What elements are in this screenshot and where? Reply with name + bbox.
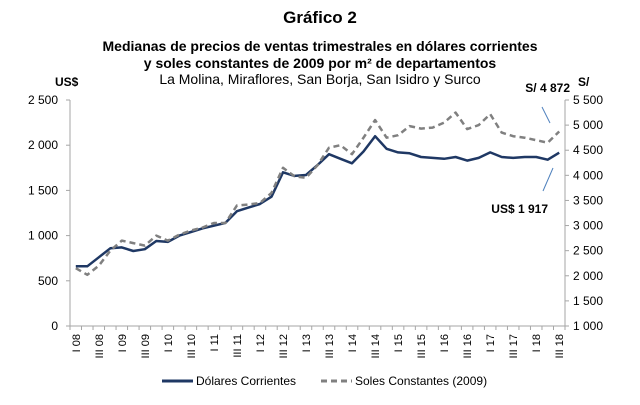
annotation-soles-last: S/ 4 872: [525, 81, 570, 95]
left-axis-tick-label: 500: [38, 274, 58, 288]
right-axis-tick-label: 2 500: [573, 244, 603, 258]
x-axis-tick-label: I 18: [531, 334, 543, 352]
legend-label-soles: Soles Constantes (2009): [355, 374, 487, 388]
x-axis-tick-label: I 12: [255, 334, 267, 352]
x-axis-tick-label: III 17: [508, 334, 520, 358]
x-axis-tick-label: III 16: [462, 334, 474, 358]
x-axis-tick-label: III 18: [554, 334, 566, 358]
left-axis-tick-label: 2 000: [28, 138, 58, 152]
x-axis-tick-label: III 12: [278, 334, 290, 358]
dolares-corrientes-line: [75, 134, 560, 268]
left-axis-tick-label: 2 500: [28, 93, 58, 107]
x-axis-tick-label: I 14: [347, 334, 359, 352]
left-axis-tick-label: 1 000: [28, 229, 58, 243]
x-axis-tick-label: I 10: [163, 334, 175, 352]
x-axis-tick-label: I 08: [71, 334, 83, 352]
right-axis-tick-label: 5 500: [573, 93, 603, 107]
chart-subtitle-line-1: Medianas de precios de ventas trimestral…: [102, 38, 538, 54]
right-axis-tick-label: 1 500: [573, 294, 603, 308]
chart-subtitle-line-3: La Molina, Miraflores, San Borja, San Is…: [159, 71, 481, 87]
x-axis-tick-label: III 14: [370, 334, 382, 358]
chart-title: Gráfico 2: [283, 8, 357, 27]
x-axis-tick-label: I 17: [485, 334, 497, 352]
x-axis-tick-label: I 11: [209, 334, 221, 352]
soles-constantes-line: [75, 111, 561, 277]
chart-subtitle-line-2: y soles constantes de 2009 por m² de dep…: [143, 55, 497, 71]
left-axis-tick-label: 1 500: [28, 183, 58, 197]
right-axis-tick-label: 3 500: [573, 193, 603, 207]
x-axis-tick-label: I 09: [117, 334, 129, 352]
left-axis-tick-label: 0: [51, 319, 58, 333]
x-axis-tick-label: III 13: [324, 334, 336, 358]
annotation-arrow-soles: [541, 106, 551, 124]
right-axis-tick-label: 3 000: [573, 219, 603, 233]
x-axis-tick-label: I 15: [393, 334, 405, 352]
x-axis-tick-label: III 15: [416, 334, 428, 358]
right-axis-label: S/: [578, 75, 590, 89]
x-axis-tick-label: III 09: [140, 334, 152, 358]
x-axis-tick-label: III 08: [94, 334, 106, 358]
right-axis-tick-label: 2 000: [573, 269, 603, 283]
annotation-dolares-last: US$ 1 917: [491, 202, 548, 216]
legend-label-dolares: Dólares Corrientes: [196, 374, 296, 388]
x-axis-tick-label: I 16: [439, 334, 451, 352]
right-axis-tick-label: 4 000: [573, 168, 603, 182]
x-axis-tick-label: III 10: [186, 334, 198, 358]
left-axis-label: US$: [55, 75, 79, 89]
x-axis-tick-label: III 11: [232, 334, 244, 358]
annotation-arrow-dolares: [542, 167, 554, 192]
right-axis-tick-label: 5 000: [573, 118, 603, 132]
right-axis-tick-label: 1 000: [573, 319, 603, 333]
x-axis-tick-label: I 13: [301, 334, 313, 352]
right-axis-tick-label: 4 500: [573, 143, 603, 157]
